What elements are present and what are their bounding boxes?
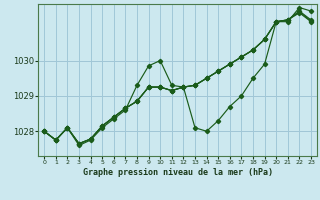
X-axis label: Graphe pression niveau de la mer (hPa): Graphe pression niveau de la mer (hPa) xyxy=(83,168,273,177)
